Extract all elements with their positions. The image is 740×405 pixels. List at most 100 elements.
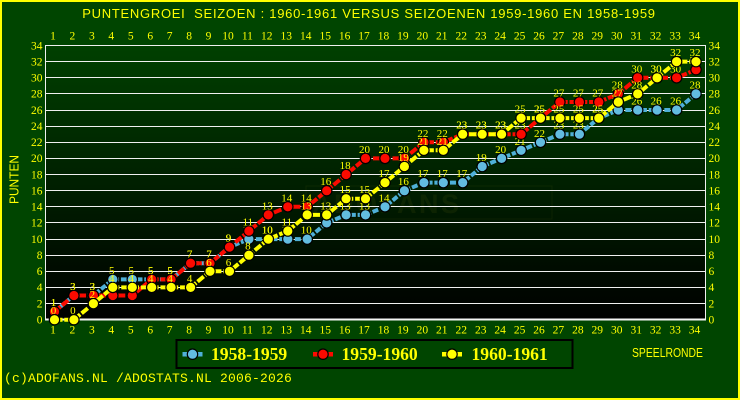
svg-text:6: 6 (709, 266, 715, 278)
svg-text:13: 13 (262, 200, 274, 212)
svg-text:17: 17 (437, 168, 449, 180)
svg-text:2: 2 (70, 325, 76, 337)
svg-text:26: 26 (533, 31, 545, 43)
svg-text:26: 26 (31, 105, 43, 117)
svg-text:SPEELRONDE: SPEELRONDE (632, 345, 703, 360)
svg-text:3: 3 (89, 325, 95, 337)
svg-text:27: 27 (553, 31, 565, 43)
svg-text:30: 30 (631, 63, 643, 75)
svg-text:10: 10 (262, 225, 274, 237)
svg-text:22: 22 (455, 325, 467, 337)
svg-text:20: 20 (417, 325, 429, 337)
svg-text:PUNTENGROEI SEIZOEN : 1960-19: PUNTENGROEI SEIZOEN : 1960-1961 VERSUS S… (82, 6, 656, 21)
svg-text:2: 2 (90, 289, 96, 301)
svg-text:33: 33 (669, 325, 681, 337)
svg-text:27: 27 (553, 88, 565, 100)
svg-text:15: 15 (359, 184, 371, 196)
svg-text:11: 11 (242, 325, 253, 337)
svg-text:22: 22 (417, 128, 428, 140)
svg-text:9: 9 (226, 233, 232, 245)
svg-text:24: 24 (31, 121, 43, 133)
svg-text:5: 5 (167, 265, 173, 277)
svg-text:25: 25 (553, 104, 565, 116)
svg-text:21: 21 (436, 325, 448, 337)
svg-text:4: 4 (108, 31, 114, 43)
svg-text:7: 7 (187, 249, 193, 261)
svg-text:23: 23 (456, 120, 468, 132)
svg-text:11: 11 (242, 31, 253, 43)
svg-text:2: 2 (709, 298, 715, 310)
svg-text:6: 6 (147, 325, 153, 337)
svg-text:27: 27 (612, 88, 624, 100)
svg-text:34: 34 (689, 325, 701, 337)
svg-text:13: 13 (281, 325, 293, 337)
svg-text:21: 21 (515, 136, 526, 148)
svg-text:20: 20 (398, 144, 410, 156)
svg-text:26: 26 (670, 96, 682, 108)
svg-text:15: 15 (319, 31, 331, 43)
svg-text:1959-1960: 1959-1960 (342, 344, 418, 364)
svg-text:25: 25 (592, 104, 604, 116)
svg-text:14: 14 (300, 325, 312, 337)
svg-text:30: 30 (611, 325, 623, 337)
svg-text:28: 28 (690, 79, 702, 91)
svg-text:26: 26 (709, 105, 721, 117)
svg-text:5: 5 (109, 265, 115, 277)
svg-text:13: 13 (320, 200, 332, 212)
svg-text:9: 9 (206, 31, 212, 43)
svg-text:4: 4 (37, 282, 43, 294)
svg-text:24: 24 (494, 325, 506, 337)
svg-text:13: 13 (281, 31, 293, 43)
svg-text:26: 26 (651, 96, 663, 108)
svg-text:26: 26 (533, 325, 545, 337)
svg-text:19: 19 (476, 152, 488, 164)
svg-text:10: 10 (222, 31, 234, 43)
svg-text:23: 23 (573, 120, 585, 132)
svg-text:14: 14 (379, 192, 391, 204)
svg-text:7: 7 (187, 249, 193, 261)
svg-text:4: 4 (167, 273, 173, 285)
svg-text:12: 12 (261, 31, 273, 43)
svg-text:14: 14 (31, 202, 43, 214)
svg-text:5: 5 (148, 265, 154, 277)
svg-text:22: 22 (534, 128, 545, 140)
svg-text:9: 9 (206, 325, 212, 337)
svg-text:4: 4 (109, 273, 115, 285)
svg-text:3: 3 (90, 281, 96, 293)
svg-text:23: 23 (515, 120, 527, 132)
svg-text:5: 5 (148, 265, 154, 277)
svg-text:19: 19 (397, 31, 409, 43)
svg-text:22: 22 (455, 31, 467, 43)
svg-text:18: 18 (340, 160, 352, 172)
svg-text:1960-1961: 1960-1961 (472, 344, 548, 364)
svg-text:13: 13 (301, 200, 313, 212)
svg-text:5: 5 (129, 265, 135, 277)
svg-text:23: 23 (456, 120, 468, 132)
svg-text:12: 12 (709, 218, 721, 230)
svg-text:21: 21 (436, 31, 448, 43)
svg-text:10: 10 (262, 225, 274, 237)
svg-text:26: 26 (631, 96, 643, 108)
svg-text:22: 22 (709, 137, 721, 149)
svg-text:15: 15 (340, 184, 352, 196)
svg-text:18: 18 (31, 169, 43, 181)
svg-text:30: 30 (611, 31, 623, 43)
svg-text:13: 13 (359, 200, 371, 212)
svg-text:20: 20 (417, 31, 429, 43)
svg-text:7: 7 (167, 31, 173, 43)
svg-text:22: 22 (31, 137, 43, 149)
svg-text:10: 10 (222, 325, 234, 337)
svg-text:8: 8 (245, 241, 251, 253)
svg-text:30: 30 (31, 73, 43, 85)
svg-text:8: 8 (186, 31, 192, 43)
svg-text:12: 12 (261, 325, 273, 337)
svg-text:28: 28 (572, 31, 584, 43)
svg-text:27: 27 (592, 88, 604, 100)
svg-text:1958-1959: 1958-1959 (211, 344, 287, 364)
svg-text:32: 32 (690, 47, 701, 59)
svg-text:23: 23 (495, 120, 507, 132)
svg-text:30: 30 (670, 63, 682, 75)
svg-text:14: 14 (300, 31, 312, 43)
svg-text:8: 8 (709, 250, 715, 262)
svg-text:7: 7 (167, 325, 173, 337)
